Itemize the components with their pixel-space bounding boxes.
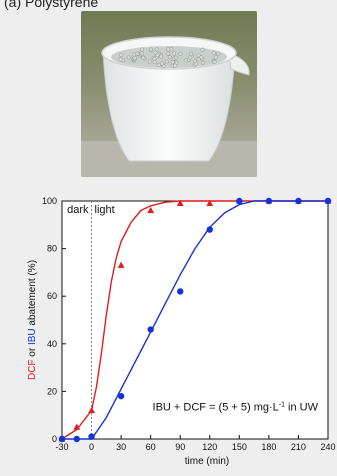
y-tick-label: 40 — [47, 339, 57, 349]
ibu-point — [73, 435, 80, 443]
x-tick-label: 240 — [320, 442, 335, 452]
y-axis-label-part: or — [27, 345, 38, 359]
x-tick-label: 90 — [175, 442, 185, 452]
x-tick-label: 30 — [116, 442, 126, 452]
x-tick-label: 0 — [89, 442, 94, 452]
ibu-point — [58, 435, 66, 443]
ibu-point — [295, 197, 302, 205]
x-tick-label: 210 — [291, 442, 306, 452]
ibu-point — [206, 226, 213, 233]
ibu-point — [236, 197, 243, 205]
dcf-point — [147, 206, 155, 214]
beaker-photo — [81, 11, 257, 177]
x-tick-label: 60 — [146, 442, 156, 452]
light-label: light — [95, 204, 115, 216]
photo-image — [81, 11, 257, 177]
series-ibu — [58, 197, 332, 443]
x-tick-label: 120 — [202, 442, 217, 452]
y-tick-label: 80 — [47, 244, 57, 254]
dcf-point — [206, 199, 214, 206]
abatement-chart: dark light -30 0 30 60 90 120 150 180 210 240 0 20 40 6… — [0, 183, 337, 476]
chart-svg: dark light-30 0 30 60 90 120 150 180 210 240020406… — [27, 196, 336, 467]
x-axis-label: time (min) — [185, 456, 229, 467]
ibu-point — [324, 197, 332, 205]
panel-label: (a) Polystyrene — [4, 0, 99, 10]
ibu-fit-line — [62, 200, 328, 440]
x-tick-label: 150 — [232, 442, 247, 452]
y-axis-label: DCF or IBU abatement (%) — [27, 260, 38, 380]
ibu-point — [117, 392, 125, 400]
ibu-point — [265, 197, 273, 205]
y-tick-label: 20 — [47, 386, 57, 396]
y-axis-label-part: IBU — [27, 328, 38, 345]
y-tick-label: 60 — [47, 291, 57, 301]
dark-label: dark — [67, 204, 89, 216]
y-axis-label-part: DCF — [27, 359, 38, 380]
y-tick-label: 100 — [42, 196, 57, 206]
ibu-point — [88, 433, 95, 440]
ibu-point — [177, 288, 184, 295]
y-axis-label-part: abatement (%) — [27, 260, 38, 328]
dcf-point — [176, 199, 184, 206]
x-tick-label: 180 — [261, 442, 276, 452]
ibu-point — [147, 326, 154, 333]
dcf-point — [73, 423, 81, 430]
conditions-annotation: IBU + DCF = (5 + 5) mg·L-1 in UW — [153, 401, 319, 413]
dcf-point — [88, 406, 95, 414]
x-tick-label: -30 — [55, 442, 68, 452]
y-tick-label: 0 — [52, 434, 57, 444]
dcf-point — [117, 261, 125, 268]
